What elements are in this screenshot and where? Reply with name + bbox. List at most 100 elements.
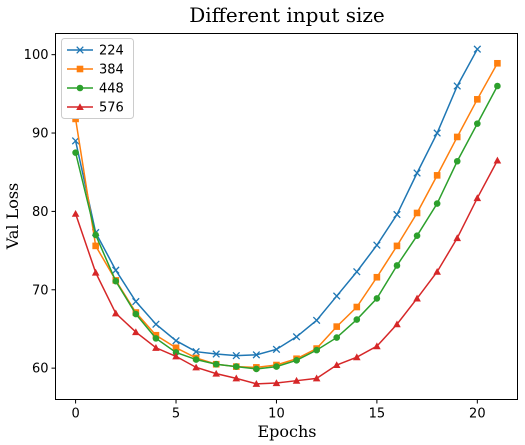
data-point-576 [192,363,200,371]
data-point-448 [232,363,240,370]
y-tick-label: 80 [32,205,49,220]
data-point-384 [353,303,361,311]
legend-label: 448 [99,82,124,97]
axis-ticks: 0 5 10 15 20 60 70 80 90 100 [24,48,486,421]
data-point-224 [71,137,80,145]
data-point-448 [152,335,160,342]
y-tick-label: 70 [32,283,49,298]
data-point-448 [494,82,501,90]
data-point-224 [332,292,341,300]
y-tick-label: 90 [32,127,49,142]
data-point-576 [272,379,281,387]
data-point-576 [252,380,261,387]
data-point-224 [232,351,241,360]
data-point-576 [433,267,441,275]
data-point-224 [353,267,361,276]
legend-marker [76,84,84,92]
data-point-576 [111,309,120,317]
data-point-224 [292,333,301,341]
data-point-224 [473,45,482,53]
data-point-576 [312,374,321,382]
data-point-576 [292,376,301,384]
data-point-448 [172,349,180,356]
y-tick-label: 60 [32,362,49,377]
legend-marker [76,103,84,111]
data-point-448 [192,356,200,363]
data-point-224 [212,350,220,358]
x-tick-label: 15 [369,407,386,422]
data-point-576 [152,343,160,351]
series-line-448 [74,85,499,370]
data-point-448 [433,200,441,207]
data-point-576 [473,194,482,202]
legend-label: 224 [99,44,124,59]
data-point-224 [132,297,140,306]
series-layer [71,45,502,387]
data-point-576 [91,268,100,276]
data-point-576 [132,328,140,336]
data-point-224 [393,210,401,219]
x-tick-label: 10 [268,407,285,422]
legend-item-384: 384 [67,63,124,78]
data-point-224 [312,316,321,325]
data-point-576 [353,353,361,361]
data-point-576 [212,369,220,377]
data-point-448 [474,120,481,127]
data-point-384 [393,242,401,250]
chart-title: Different input size [189,3,385,27]
x-axis-label: Epochs [257,422,316,441]
legend-label: 576 [99,101,124,116]
data-point-224 [152,320,160,329]
series-line-384 [74,62,499,369]
y-axis-label: Val Loss [3,183,22,251]
data-point-576 [453,234,462,242]
data-point-224 [433,129,441,137]
data-point-384 [474,96,481,103]
data-point-384 [373,273,381,281]
data-point-448 [293,357,300,364]
data-point-448 [273,363,280,370]
x-tick-label: 20 [469,407,486,422]
data-point-448 [72,149,79,156]
data-point-384 [413,209,421,217]
data-point-448 [132,310,140,318]
data-point-224 [453,82,461,90]
data-point-448 [313,346,320,354]
data-point-384 [433,172,441,179]
data-point-448 [253,365,260,373]
data-point-576 [172,352,180,360]
data-point-384 [494,59,501,67]
legend-item-576: 576 [67,101,124,116]
data-point-576 [232,374,241,382]
series-576 [71,156,502,387]
data-point-224 [192,347,200,356]
data-point-448 [353,316,361,323]
legend-label: 384 [99,63,124,78]
data-point-384 [453,133,461,141]
data-point-576 [413,294,421,302]
data-point-224 [272,345,281,354]
data-point-448 [393,262,401,269]
data-point-384 [92,242,99,250]
data-point-448 [333,334,341,341]
data-point-448 [92,231,99,239]
legend: 224 384 448 576 [61,38,134,119]
data-point-384 [172,344,180,352]
data-point-576 [493,156,502,164]
data-point-576 [373,342,381,350]
data-point-448 [453,157,461,165]
data-point-448 [112,277,120,285]
data-point-224 [373,241,381,249]
legend-marker [76,46,84,54]
series-448 [72,82,501,373]
y-tick-label: 100 [24,48,49,63]
series-224 [71,45,482,360]
series-line-576 [74,160,499,385]
data-point-384 [333,323,341,330]
data-point-448 [373,295,381,302]
x-tick-label: 5 [172,407,180,422]
data-point-576 [71,209,80,217]
data-point-224 [252,351,261,359]
legend-marker [76,65,84,73]
